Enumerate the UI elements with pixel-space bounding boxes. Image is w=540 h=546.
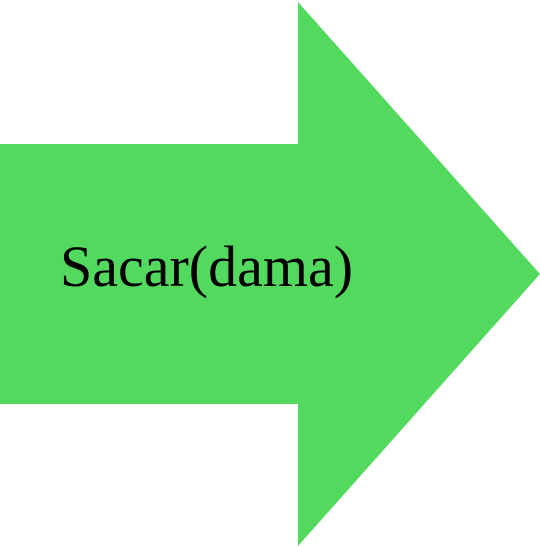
arrow-label: Sacar(dama) — [60, 234, 354, 299]
